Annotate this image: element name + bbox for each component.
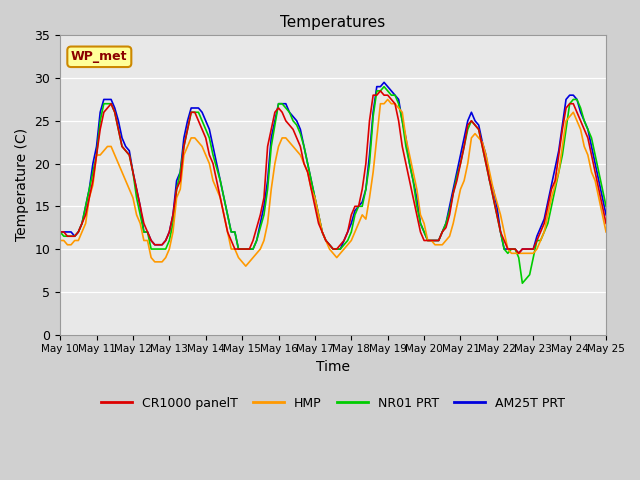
NR01 PRT bbox=[391, 92, 399, 98]
AM25T PRT bbox=[602, 212, 610, 218]
CR1000 panelT bbox=[56, 229, 64, 235]
X-axis label: Time: Time bbox=[316, 360, 350, 374]
CR1000 panelT bbox=[406, 178, 413, 183]
CR1000 panelT bbox=[442, 225, 450, 230]
Line: AM25T PRT: AM25T PRT bbox=[60, 83, 606, 253]
HMP bbox=[598, 212, 606, 218]
CR1000 panelT bbox=[249, 238, 257, 243]
AM25T PRT bbox=[56, 229, 64, 235]
HMP bbox=[410, 169, 417, 175]
NR01 PRT bbox=[249, 246, 257, 252]
HMP bbox=[602, 229, 610, 235]
CR1000 panelT bbox=[598, 204, 606, 209]
NR01 PRT bbox=[406, 161, 413, 167]
AM25T PRT bbox=[406, 161, 413, 167]
HMP bbox=[253, 251, 260, 256]
CR1000 panelT bbox=[391, 101, 399, 107]
HMP bbox=[242, 263, 250, 269]
AM25T PRT bbox=[322, 238, 330, 243]
HMP bbox=[384, 96, 392, 102]
Y-axis label: Temperature (C): Temperature (C) bbox=[15, 128, 29, 241]
Text: WP_met: WP_met bbox=[71, 50, 127, 63]
Legend: CR1000 panelT, HMP, NR01 PRT, AM25T PRT: CR1000 panelT, HMP, NR01 PRT, AM25T PRT bbox=[96, 392, 570, 415]
NR01 PRT bbox=[602, 204, 610, 209]
Title: Temperatures: Temperatures bbox=[280, 15, 386, 30]
AM25T PRT bbox=[515, 251, 522, 256]
CR1000 panelT bbox=[376, 88, 384, 94]
AM25T PRT bbox=[391, 92, 399, 98]
CR1000 panelT bbox=[602, 220, 610, 226]
Line: HMP: HMP bbox=[60, 99, 606, 266]
AM25T PRT bbox=[442, 220, 450, 226]
CR1000 panelT bbox=[515, 251, 522, 256]
Line: NR01 PRT: NR01 PRT bbox=[60, 86, 606, 283]
CR1000 panelT bbox=[322, 238, 330, 243]
AM25T PRT bbox=[598, 195, 606, 201]
AM25T PRT bbox=[249, 246, 257, 252]
HMP bbox=[56, 238, 64, 243]
HMP bbox=[445, 233, 453, 239]
NR01 PRT bbox=[322, 238, 330, 243]
AM25T PRT bbox=[380, 80, 388, 85]
NR01 PRT bbox=[518, 280, 526, 286]
HMP bbox=[395, 105, 403, 111]
NR01 PRT bbox=[380, 84, 388, 89]
NR01 PRT bbox=[598, 186, 606, 192]
NR01 PRT bbox=[442, 220, 450, 226]
NR01 PRT bbox=[56, 229, 64, 235]
Line: CR1000 panelT: CR1000 panelT bbox=[60, 91, 606, 253]
HMP bbox=[326, 246, 333, 252]
